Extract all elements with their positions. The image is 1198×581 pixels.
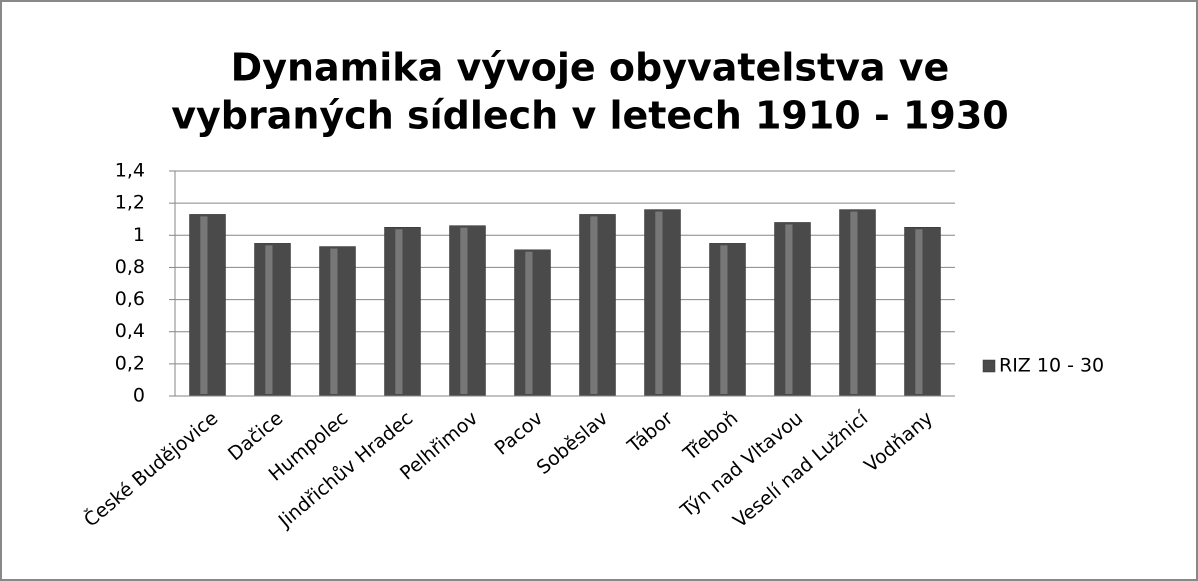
bar [319,246,356,397]
y-tick-label: 0,4 [115,320,145,342]
legend-swatch [982,359,996,373]
legend-label: RIZ 10 - 30 [999,355,1104,377]
bar-highlight [395,229,403,394]
bar-highlight [265,245,273,394]
y-tick-label: 0,2 [115,352,145,374]
bar [839,209,876,397]
y-tick-label: 0,8 [115,256,145,278]
bar-highlight [785,224,793,394]
bar [189,214,226,397]
y-tick-label: 1,4 [115,160,145,182]
bar-highlight [850,211,858,394]
bar-highlight [525,251,533,394]
bar-highlight [200,216,208,394]
bar [449,225,486,397]
y-tick-label: 0,6 [115,288,145,310]
bar [644,209,681,397]
bar-highlight [915,229,923,394]
bar [514,249,551,397]
bar-highlight [460,227,468,394]
bar [709,243,746,397]
bar-highlight [590,216,598,394]
y-tick-label: 0 [133,385,145,407]
chart-title: vybraných sídlech v letech 1910 - 1930 [171,94,1009,138]
bar [579,214,616,397]
y-tick-label: 1,2 [115,192,145,214]
bar [774,222,811,397]
bar [904,227,941,397]
bar-highlight [330,248,338,394]
chart-title: Dynamika vývoje obyvatelstva ve [231,46,950,90]
bar [254,243,291,397]
bar-highlight [655,211,663,394]
bar-highlight [720,245,728,394]
y-tick-label: 1 [133,224,145,246]
